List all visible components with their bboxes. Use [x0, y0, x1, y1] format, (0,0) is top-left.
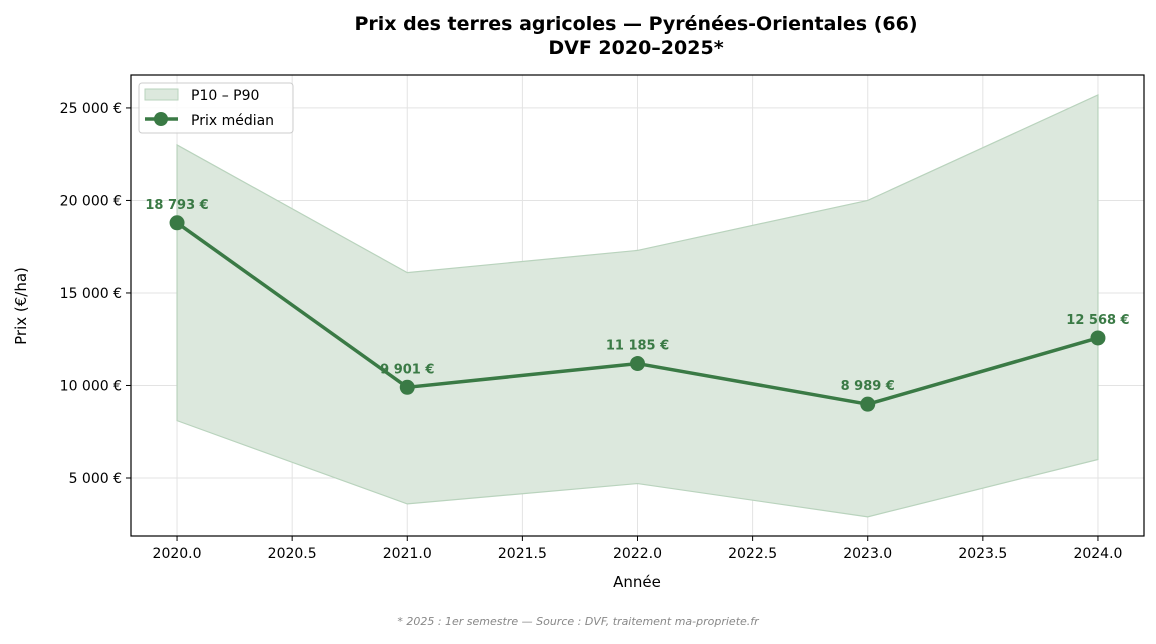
median-point: [399, 379, 415, 395]
x-tick-label: 2020.5: [268, 546, 317, 562]
footnote: * 2025 : 1er semestre — Source : DVF, tr…: [397, 615, 760, 628]
data-label: 9 901 €: [380, 362, 434, 377]
x-axis: 2020.0 2020.5 2021.0 2021.5 2022.0 2022.5 2023…: [153, 536, 1122, 562]
median-point: [860, 396, 876, 412]
x-tick-label: 2024.0: [1073, 546, 1122, 562]
legend-band-label: P10 – P90: [191, 88, 259, 104]
legend-band-swatch: [144, 88, 179, 101]
y-axis: 5 000 € 10 000 € 15 000 € 20 000 € 25 000 €: [60, 101, 131, 487]
line-layer: 18 793 € 9 901 € 11 185 € 8 989 € 12 568 €: [145, 198, 1130, 412]
y-tick-label: 5 000 €: [69, 471, 122, 487]
x-tick-label: 2023.5: [958, 546, 1007, 562]
y-axis-label: Prix (€/ha): [12, 267, 30, 345]
data-label: 18 793 €: [145, 198, 208, 213]
x-tick-label: 2021.0: [383, 546, 432, 562]
y-tick-label: 20 000 €: [60, 193, 122, 209]
data-label: 11 185 €: [606, 339, 669, 354]
x-tick-label: 2021.5: [498, 546, 547, 562]
y-tick-label: 10 000 €: [60, 378, 122, 394]
median-point: [1090, 330, 1106, 346]
chart-subtitle: DVF 2020–2025*: [548, 37, 723, 59]
data-label: 8 989 €: [841, 379, 895, 394]
y-tick-label: 15 000 €: [60, 286, 122, 302]
median-point: [169, 215, 185, 231]
x-tick-label: 2022.0: [613, 546, 662, 562]
legend: P10 – P90 Prix médian: [138, 82, 294, 134]
chart-title: Prix des terres agricoles — Pyrénées-Ori…: [354, 13, 917, 35]
median-point: [630, 356, 645, 372]
x-tick-label: 2020.0: [153, 546, 202, 562]
y-tick-label: 25 000 €: [60, 101, 122, 117]
x-tick-label: 2022.5: [728, 546, 777, 562]
x-tick-label: 2023.0: [843, 546, 892, 562]
data-label: 12 568 €: [1066, 313, 1129, 328]
legend-line-marker: [154, 112, 168, 126]
legend-line-label: Prix médian: [191, 113, 274, 129]
x-axis-label: Année: [613, 573, 661, 591]
